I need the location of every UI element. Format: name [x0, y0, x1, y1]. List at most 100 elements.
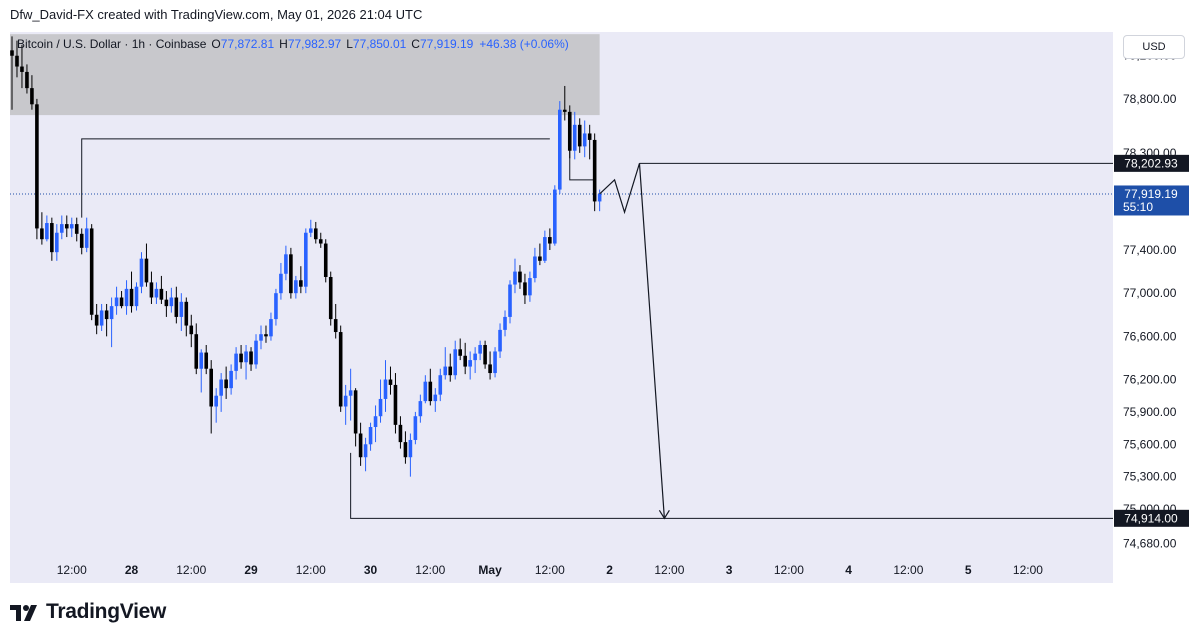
candle-body: [318, 239, 323, 244]
candle-body: [55, 232, 59, 253]
candle-body: [199, 352, 204, 369]
legend-symbol: Bitcoin / U.S. Dollar · 1h · Coinbase: [17, 37, 207, 51]
x-tick-label: 4: [845, 563, 852, 577]
candle-body: [483, 344, 487, 365]
chart-frame[interactable]: 12:00 28 12:00 29 12:00 30 12:00 May 12:00 2 12:00…: [10, 32, 1190, 583]
candle-body: [518, 271, 522, 283]
x-tick-label: 12:00: [296, 563, 326, 577]
candle-body: [134, 286, 139, 307]
candle-body: [84, 228, 89, 248]
legend-low-label: L: [346, 37, 353, 51]
candle-body: [224, 379, 228, 389]
tradingview-logo[interactable]: TradingView: [10, 600, 166, 624]
candle-body: [453, 349, 458, 376]
legend-open: 77,872.81: [220, 37, 275, 51]
candle-body: [10, 50, 14, 56]
candle-body: [279, 273, 283, 294]
plot-svg: 12:00 28 12:00 29 12:00 30 12:00 May 12:00 2 12:00…: [10, 34, 1113, 577]
candle-body: [478, 344, 482, 354]
candle-body: [503, 316, 507, 330]
x-tick-label: 12:00: [774, 563, 804, 577]
candle-body: [328, 276, 333, 320]
candle-body: [368, 427, 373, 445]
candle-body: [597, 193, 602, 202]
candle-body: [528, 278, 532, 296]
candle-body: [189, 325, 194, 335]
candle-body: [438, 375, 443, 395]
candle-body: [274, 293, 278, 320]
current-price-tag-text: 77,919.19: [1124, 187, 1178, 201]
candle-body: [20, 66, 24, 72]
candle-body: [234, 353, 238, 371]
candle-body: [144, 258, 149, 283]
candle-body: [373, 416, 378, 428]
candle-body: [119, 297, 124, 307]
candle-body: [468, 360, 472, 367]
legend-low: 77,850.01: [352, 37, 407, 51]
candle-body: [543, 237, 547, 261]
candle-body: [562, 109, 567, 112]
candle-body: [244, 351, 248, 363]
candle-body: [498, 329, 502, 352]
candle-body: [443, 366, 448, 376]
x-tick-label: 5: [965, 563, 972, 577]
candle-body: [353, 390, 358, 434]
candle-body: [383, 379, 388, 399]
x-tick-label: 12:00: [57, 563, 87, 577]
legend-high: 77,982.97: [287, 37, 342, 51]
y-tick-label: 78,800.00: [1123, 92, 1177, 106]
candle-body: [533, 256, 537, 279]
x-tick-label: 2: [606, 563, 613, 577]
candle-body: [114, 297, 119, 307]
candle-body: [50, 223, 54, 253]
candle-body: [40, 228, 44, 240]
candle-body: [209, 368, 213, 407]
candle-body: [403, 442, 408, 458]
candle-body: [149, 282, 154, 298]
candle-body: [129, 288, 134, 307]
candle-body: [309, 228, 313, 233]
candle-body: [393, 384, 398, 425]
candle-body: [333, 319, 338, 333]
candle-body: [219, 379, 223, 396]
candle-body: [154, 288, 159, 298]
candle-body: [264, 334, 268, 337]
candle-body: [358, 433, 363, 458]
candle-body: [69, 224, 74, 229]
candle-body: [378, 398, 383, 417]
candle-body: [508, 284, 512, 317]
candle-body: [577, 124, 582, 147]
candle-body: [567, 111, 572, 151]
candle-body: [418, 401, 423, 417]
candle-body: [582, 133, 587, 147]
candle-body: [284, 254, 288, 274]
candle-body: [423, 381, 428, 402]
supply-zone: [10, 34, 600, 116]
currency-button[interactable]: USD: [1123, 35, 1185, 59]
legend-close-label: C: [411, 37, 420, 51]
candle-body: [433, 394, 438, 402]
candle-body: [523, 282, 527, 296]
candle-body: [348, 390, 353, 396]
current-price-tag-countdown: 55:10: [1123, 200, 1153, 214]
candle-body: [249, 351, 253, 365]
x-tick-label: 28: [125, 563, 139, 577]
support-level-line: [350, 452, 1113, 519]
projection-path: [599, 163, 665, 519]
candle-body: [269, 319, 273, 337]
candle-body: [428, 381, 433, 402]
legend-high-label: H: [279, 37, 288, 51]
plot-area[interactable]: 12:00 28 12:00 29 12:00 30 12:00 May 12:00 2 12:00…: [10, 32, 1113, 583]
price-axis[interactable]: 79,200.0078,800.0078,300.0077,400.0077,0…: [1113, 32, 1190, 583]
candle-body: [413, 416, 418, 440]
x-tick-label: 30: [364, 563, 378, 577]
tradingview-wordmark: TradingView: [46, 600, 167, 623]
candle-body: [488, 364, 492, 374]
candle-body: [338, 332, 343, 407]
target-price-tag-text: 78,202.93: [1124, 156, 1178, 170]
candle-body: [587, 133, 592, 140]
candle-body: [194, 334, 199, 369]
projection-arrowhead: [658, 510, 670, 520]
candle-body: [558, 109, 562, 190]
